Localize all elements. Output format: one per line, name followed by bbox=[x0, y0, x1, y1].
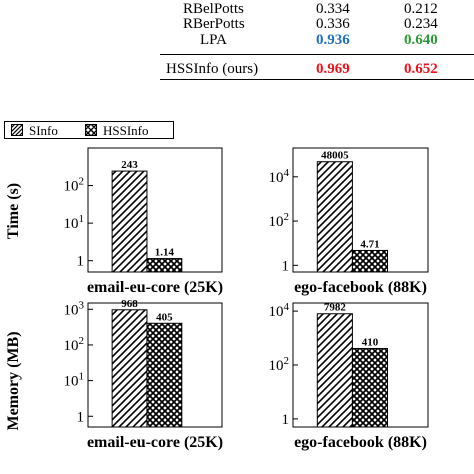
bar-hssinfo bbox=[146, 258, 183, 273]
y-tick-label: 101 bbox=[64, 371, 85, 390]
y-tick-label: 102 bbox=[64, 335, 85, 354]
y-tick-label: 103 bbox=[64, 299, 85, 318]
bar-sinfo bbox=[111, 309, 148, 428]
bar-value-label: 410 bbox=[362, 336, 379, 348]
method-name: RBelPotts bbox=[183, 1, 244, 17]
y-tick-label: 1 bbox=[282, 258, 290, 274]
score-col2: 0.652 bbox=[404, 61, 438, 77]
bar-value-label: 243 bbox=[121, 159, 138, 171]
score-col2: 0.234 bbox=[404, 16, 438, 32]
table-rule bbox=[160, 54, 474, 55]
bar-value-label: 968 bbox=[121, 298, 138, 310]
bar-hssinfo bbox=[351, 347, 388, 428]
score-col1: 0.334 bbox=[316, 1, 350, 17]
row-label-memory: Memory (MB) bbox=[5, 331, 22, 430]
method-name: RBerPotts bbox=[183, 16, 245, 32]
table-row: HSSInfo (ours) 0.969 0.652 bbox=[0, 60, 474, 78]
results-table: RBelPotts 0.334 0.212 RBerPotts 0.336 0.… bbox=[0, 0, 474, 80]
x-axis-label: ego-facebook (88K) bbox=[294, 279, 427, 296]
row-label-time: Time (s) bbox=[5, 183, 22, 239]
table-row: LPA 0.936 0.640 bbox=[0, 31, 474, 49]
y-tick-label: 104 bbox=[269, 301, 290, 320]
bar-hssinfo bbox=[351, 249, 388, 273]
y-tick-label: 1 bbox=[77, 409, 85, 425]
y-tick-label: 102 bbox=[269, 355, 290, 374]
table-row: RBerPotts 0.336 0.234 bbox=[0, 15, 474, 33]
y-tick-label: 102 bbox=[64, 176, 85, 195]
table-row: RBelPotts 0.334 0.212 bbox=[0, 0, 474, 18]
bar-value-label: 48005 bbox=[321, 150, 349, 162]
bar-value-label: 7982 bbox=[324, 302, 347, 314]
y-tick-label: 101 bbox=[64, 213, 85, 232]
diagonal-hatch-swatch bbox=[11, 124, 23, 136]
bar-sinfo bbox=[111, 170, 148, 273]
method-name: LPA bbox=[200, 32, 227, 48]
score-col1: 0.336 bbox=[316, 16, 350, 32]
score-col1: 0.969 bbox=[316, 61, 350, 77]
method-name: HSSInfo (ours) bbox=[166, 61, 259, 77]
x-axis-label: email-eu-core (25K) bbox=[87, 434, 223, 451]
legend-label-sinfo: SInfo bbox=[29, 123, 58, 138]
legend-label-hssinfo: HSSInfo bbox=[103, 123, 149, 138]
bar-value-label: 405 bbox=[156, 311, 173, 323]
x-axis-label: email-eu-core (25K) bbox=[87, 279, 223, 296]
bar-sinfo bbox=[316, 161, 353, 273]
y-tick-label: 1 bbox=[282, 412, 290, 428]
score-col2: 0.640 bbox=[404, 32, 438, 48]
score-col1: 0.936 bbox=[316, 32, 350, 48]
y-tick-label: 104 bbox=[269, 167, 290, 186]
chart-legend: SInfo HSSInfo bbox=[4, 121, 174, 139]
score-col2: 0.212 bbox=[404, 1, 438, 17]
y-tick-label: 1 bbox=[77, 254, 85, 270]
crosshatch-swatch bbox=[85, 124, 97, 136]
bar-sinfo bbox=[316, 313, 353, 428]
x-axis-label: ego-facebook (88K) bbox=[294, 434, 427, 451]
bar-value-label: 4.71 bbox=[360, 238, 379, 250]
bar-hssinfo bbox=[146, 322, 183, 428]
bar-value-label: 1.14 bbox=[155, 247, 175, 259]
y-tick-label: 102 bbox=[269, 211, 290, 230]
table-rule bbox=[160, 79, 474, 80]
